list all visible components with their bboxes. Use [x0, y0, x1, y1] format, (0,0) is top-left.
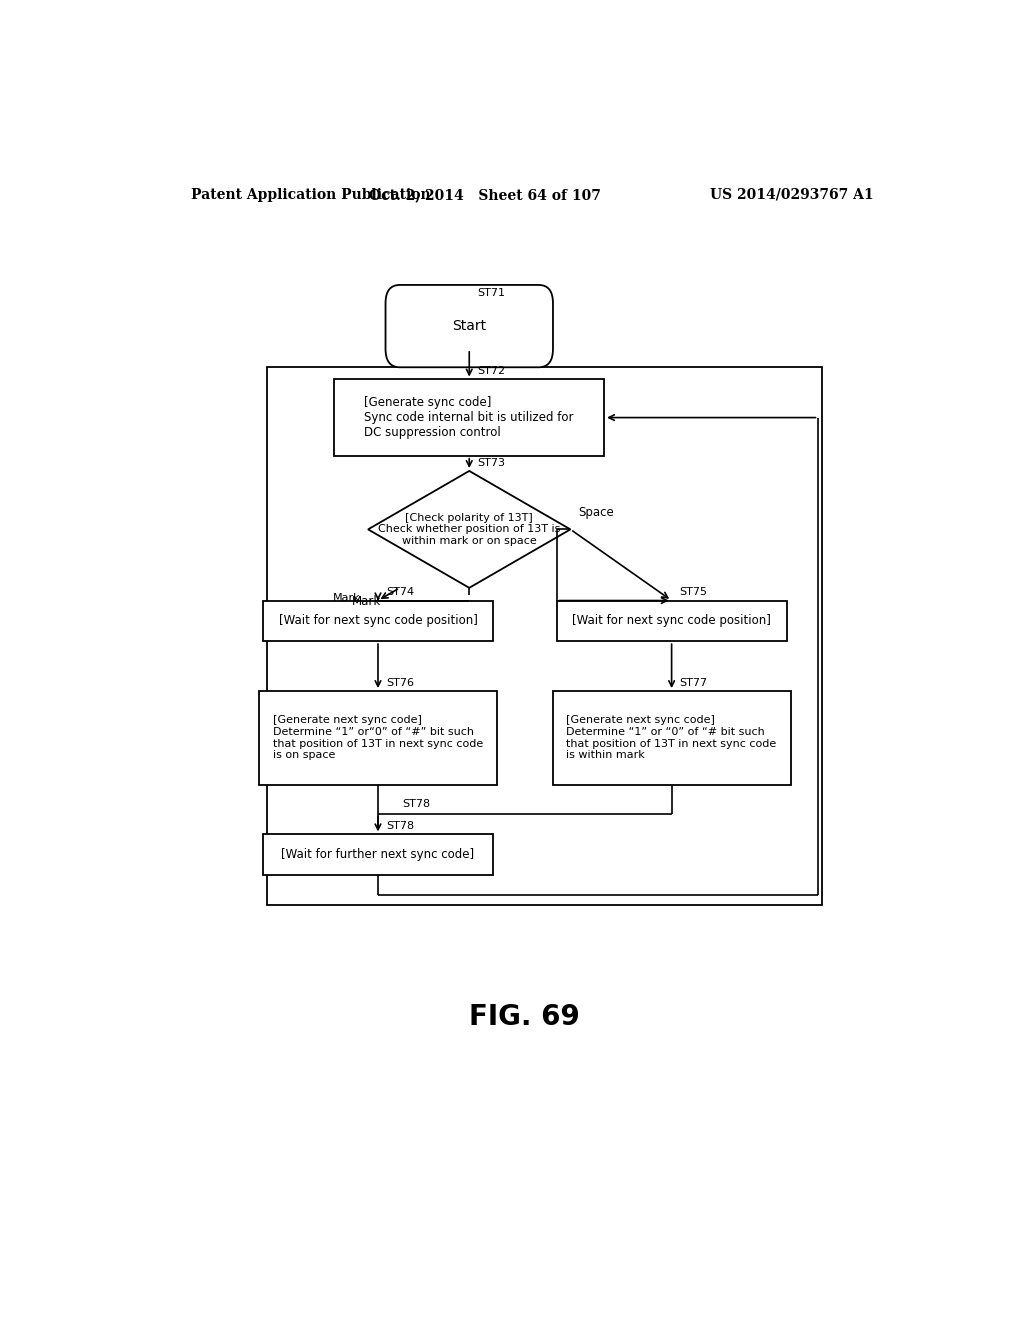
Text: [Generate sync code]
Sync code internal bit is utilized for
DC suppression contr: [Generate sync code] Sync code internal …: [365, 396, 574, 440]
Text: ST74: ST74: [386, 587, 414, 598]
Text: ST76: ST76: [386, 678, 414, 688]
Text: ST73: ST73: [477, 458, 505, 467]
FancyBboxPatch shape: [385, 285, 553, 367]
Bar: [263, 601, 494, 642]
Bar: [334, 379, 604, 455]
Bar: [267, 367, 822, 906]
Text: Patent Application Publication: Patent Application Publication: [191, 187, 431, 202]
Text: ST78: ST78: [401, 799, 430, 809]
Text: US 2014/0293767 A1: US 2014/0293767 A1: [711, 187, 873, 202]
Text: ST75: ST75: [680, 587, 708, 598]
Text: Start: Start: [453, 319, 486, 333]
Text: Mark: Mark: [333, 593, 360, 603]
Bar: [263, 834, 494, 875]
Text: [Wait for further next sync code]: [Wait for further next sync code]: [282, 849, 474, 861]
Bar: [557, 601, 786, 642]
Text: Oct. 2, 2014   Sheet 64 of 107: Oct. 2, 2014 Sheet 64 of 107: [370, 187, 601, 202]
Text: [Wait for next sync code position]: [Wait for next sync code position]: [279, 614, 477, 627]
Text: FIG. 69: FIG. 69: [469, 1003, 581, 1031]
Text: [Generate next sync code]
Determine “1” or“0” of “#” bit such
that position of 1: [Generate next sync code] Determine “1” …: [272, 715, 483, 760]
Bar: [259, 690, 497, 784]
Polygon shape: [368, 471, 570, 587]
Text: Mark: Mark: [352, 595, 382, 609]
Text: ST77: ST77: [680, 678, 708, 688]
Text: ST72: ST72: [477, 367, 505, 376]
Text: Space: Space: [579, 507, 614, 519]
Text: ST71: ST71: [477, 288, 505, 298]
Text: [Check polarity of 13T]
Check whether position of 13T is
within mark or on space: [Check polarity of 13T] Check whether po…: [378, 512, 560, 546]
Text: [Wait for next sync code position]: [Wait for next sync code position]: [572, 614, 771, 627]
Text: [Generate next sync code]
Determine “1” or “0” of “# bit such
that position of 1: [Generate next sync code] Determine “1” …: [566, 715, 777, 760]
Bar: [553, 690, 791, 784]
Text: ST78: ST78: [386, 821, 414, 832]
